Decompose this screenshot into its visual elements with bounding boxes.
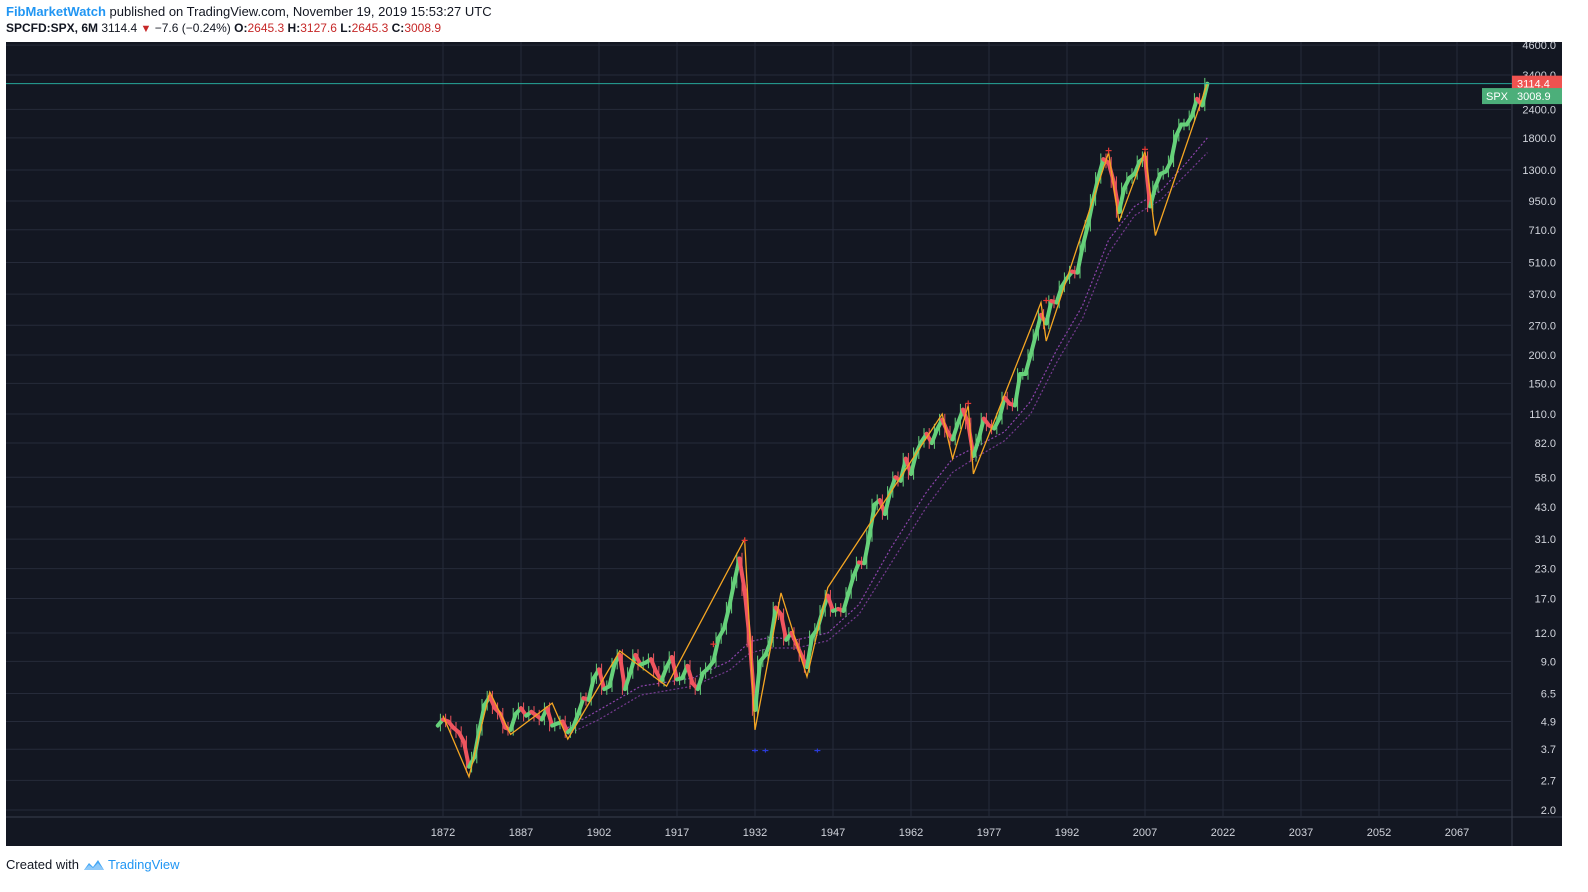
price-tag-last: 3114.4	[1517, 79, 1550, 91]
last-price: 3114.4	[101, 21, 138, 35]
down-arrow-icon: ▼	[140, 23, 152, 35]
moving-average-1	[567, 137, 1208, 729]
tradingview-logo-icon	[83, 859, 104, 870]
y-tick-label: 200.0	[1528, 350, 1556, 362]
x-tick-label: 2037	[1289, 827, 1313, 839]
created-with-text: Created with	[6, 857, 79, 872]
close-label: C:	[391, 21, 405, 35]
price-change: −7.6 (−0.24%)	[154, 21, 231, 35]
y-tick-label: 2.7	[1541, 775, 1556, 787]
y-tick-label: 3.7	[1541, 744, 1556, 756]
ohlc-legend: SPCFD:SPX, 6M 3114.4 ▼ −7.6 (−0.24%) O:2…	[6, 21, 441, 35]
y-tick-label: 58.0	[1535, 472, 1556, 484]
x-tick-label: 1992	[1055, 827, 1079, 839]
x-tick-label: 1947	[821, 827, 845, 839]
spx-tag-label: SPX	[1486, 91, 1509, 103]
peak-marker	[1043, 297, 1050, 304]
y-tick-label: 23.0	[1535, 564, 1556, 576]
spx-tag-price-bg	[1512, 88, 1562, 105]
low-marker	[752, 748, 758, 753]
low-label: L:	[340, 21, 352, 35]
peak-marker	[1105, 147, 1112, 154]
y-tick-label: 370.0	[1528, 289, 1556, 301]
y-tick-label: 110.0	[1529, 409, 1556, 421]
y-tick-label: 710.0	[1528, 225, 1556, 237]
y-tick-label: 43.0	[1535, 502, 1556, 514]
chart-background	[6, 42, 1562, 846]
close-value: 3008.9	[404, 21, 442, 35]
x-tick-label: 2022	[1211, 827, 1235, 839]
x-tick-label: 1887	[509, 827, 533, 839]
x-tick-label: 2007	[1133, 827, 1157, 839]
low-value: 2645.3	[351, 21, 389, 35]
y-tick-label: 4600.0	[1522, 40, 1556, 52]
high-value: 3127.6	[300, 21, 337, 35]
x-tick-label: 1977	[977, 827, 1001, 839]
x-tick-label: 2067	[1445, 827, 1469, 839]
author-link[interactable]: FibMarketWatch	[6, 4, 106, 19]
peak-marker	[1142, 146, 1148, 153]
low-marker	[814, 748, 821, 753]
y-tick-label: 150.0	[1528, 378, 1556, 390]
x-tick-label: 1962	[899, 827, 923, 839]
publish-line: FibMarketWatch published on TradingView.…	[6, 4, 492, 19]
x-tick-label: 1932	[743, 827, 767, 839]
peak-marker	[965, 400, 972, 407]
high-label: H:	[287, 21, 301, 35]
y-tick-label: 82.0	[1535, 438, 1556, 450]
published-text: published on TradingView.com, November 1…	[109, 4, 492, 19]
y-tick-label: 12.0	[1535, 628, 1556, 640]
footer: Created with TradingView	[6, 857, 180, 872]
y-tick-label: 4.9	[1541, 716, 1556, 728]
y-tick-label: 9.0	[1541, 656, 1556, 668]
y-tick-label: 1300.0	[1522, 165, 1556, 177]
y-tick-label: 17.0	[1535, 594, 1556, 606]
open-label: O:	[234, 21, 248, 35]
y-tick-label: 6.5	[1541, 689, 1556, 701]
y-tick-label: 2400.0	[1522, 104, 1556, 116]
zigzag-line	[442, 83, 1209, 779]
spx-tag-label-bg	[1482, 88, 1512, 105]
x-tick-label: 2052	[1367, 827, 1391, 839]
y-tick-label: 950.0	[1528, 196, 1556, 208]
x-tick-label: 1902	[587, 827, 611, 839]
price-tag-last-bg	[1512, 75, 1562, 92]
moving-average-2	[567, 152, 1208, 735]
peak-marker	[741, 537, 748, 544]
x-tick-label: 1872	[431, 827, 455, 839]
low-marker	[762, 748, 769, 753]
y-tick-label: 2.0	[1541, 805, 1556, 817]
spx-tag-price: 3008.9	[1517, 91, 1551, 103]
peak-marker	[710, 641, 717, 648]
y-tick-label: 510.0	[1528, 257, 1556, 269]
open-value: 2645.3	[247, 21, 285, 35]
y-tick-label: 31.0	[1535, 534, 1556, 546]
tradingview-brand: TradingView	[107, 857, 180, 872]
x-tick-label: 1917	[665, 827, 689, 839]
tradingview-link[interactable]: TradingView	[83, 857, 180, 872]
symbol-label: SPCFD:SPX, 6M	[6, 21, 99, 35]
y-tick-label: 1800.0	[1522, 133, 1556, 145]
y-tick-label: 270.0	[1528, 320, 1556, 332]
